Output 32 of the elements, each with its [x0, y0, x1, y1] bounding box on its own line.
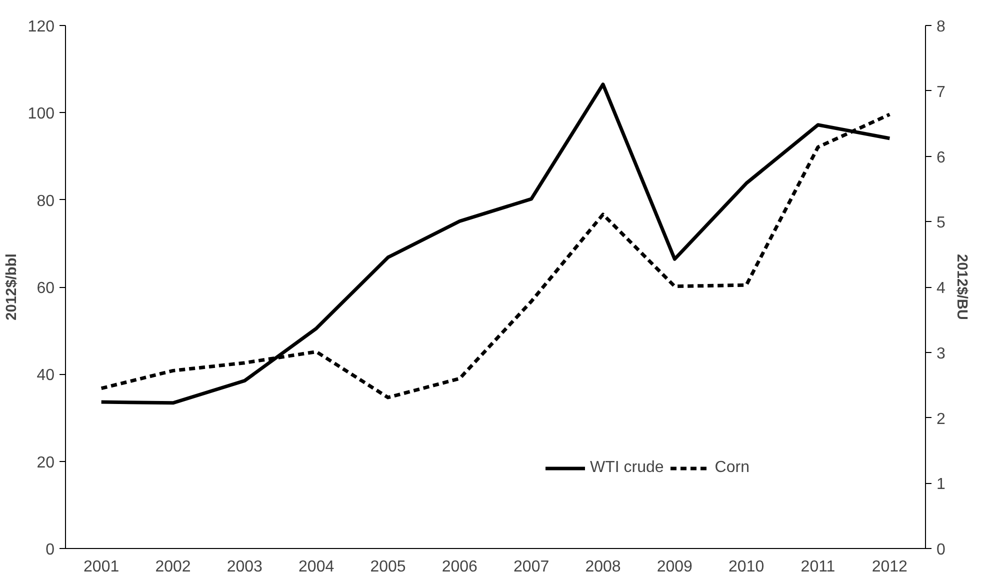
y-axis-title: 2012$/bbl [4, 254, 20, 320]
y-tick-label: 120 [28, 18, 55, 36]
y-tick-label: 60 [36, 280, 55, 297]
x-tick-label: 2002 [155, 558, 191, 576]
legend-label: Corn [714, 459, 750, 477]
y2-tick-label: 8 [936, 18, 946, 36]
x-tick-label: 2004 [298, 558, 334, 576]
y2-axis-title: 2012$/BU [953, 254, 970, 320]
y-tick-label: 20 [36, 454, 55, 472]
x-tick-label: 2003 [226, 558, 263, 576]
y-tick-label: 100 [28, 106, 55, 123]
x-tick-label: 2008 [585, 558, 621, 576]
legend-label: WTI crude [590, 459, 664, 477]
y2-tick-label: 7 [936, 84, 946, 101]
x-tick-label: 2007 [514, 558, 550, 576]
x-tick-label: 2001 [84, 558, 120, 576]
x-tick-label: 2006 [442, 558, 478, 576]
x-tick-label: 2010 [728, 558, 764, 576]
y2-tick-label: 4 [936, 280, 946, 297]
y2-tick-label: 5 [936, 214, 946, 232]
y-tick-label: 0 [46, 542, 55, 558]
x-tick-label: 2005 [370, 558, 406, 576]
y2-tick-label: 2 [936, 410, 946, 428]
y2-tick-label: 1 [936, 476, 946, 494]
y-tick-label: 80 [36, 192, 55, 210]
y2-tick-label: 6 [936, 149, 946, 166]
y2-tick-label: 3 [936, 345, 946, 362]
y-tick-label: 40 [36, 367, 55, 384]
y2-tick-label: 0 [936, 542, 946, 558]
x-tick-label: 2011 [800, 558, 836, 576]
x-tick-label: 2009 [656, 558, 693, 576]
x-tick-label: 2012 [872, 558, 908, 576]
